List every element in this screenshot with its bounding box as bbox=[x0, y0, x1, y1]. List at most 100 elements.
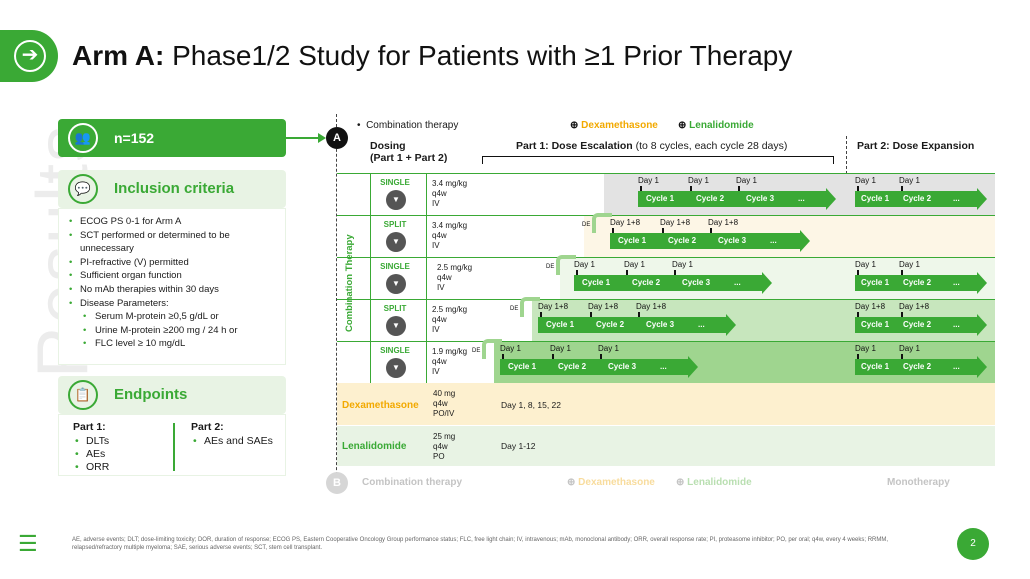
day-label: Day 1 bbox=[688, 176, 709, 185]
inclusion-title: Inclusion criteria bbox=[114, 180, 235, 197]
day-label: Day 1+8 bbox=[660, 218, 691, 227]
next-arrow-tab[interactable]: ➔ bbox=[0, 30, 58, 82]
presentation-icon: 📋 bbox=[68, 380, 98, 410]
day-label: Day 1 bbox=[855, 260, 876, 269]
dosing-header: Dosing (Part 1 + Part 2) bbox=[370, 140, 448, 164]
treatment-bar: Cycle 1 Cycle 2 Cycle 3... bbox=[638, 188, 836, 210]
endpoints-title: Endpoints bbox=[114, 386, 188, 403]
dose-mode-icon: ▼ bbox=[386, 190, 406, 210]
cycle-label: Cycle 3 bbox=[718, 236, 747, 245]
cycle-label: Cycle 3 bbox=[682, 278, 711, 287]
page-number: 2 bbox=[957, 528, 989, 560]
inclusion-item: Sufficient organ function bbox=[67, 269, 277, 283]
part1-bracket bbox=[482, 156, 834, 164]
day-tick bbox=[901, 186, 903, 191]
de-label: DE bbox=[546, 264, 555, 270]
day-tick bbox=[710, 228, 712, 233]
dashed-axis bbox=[336, 114, 337, 490]
dose-mode-icon: ▼ bbox=[386, 232, 406, 252]
armb-mono: Monotherapy bbox=[887, 477, 950, 488]
day-tick bbox=[502, 354, 504, 359]
menu-icon[interactable]: ☰ bbox=[18, 531, 38, 556]
day-label: Day 1+8 bbox=[636, 302, 667, 311]
dose-text: 3.4 mg/kg q4w IV bbox=[432, 179, 467, 209]
cycle-label: Cycle 2 bbox=[558, 362, 587, 371]
dose-mode: SPLIT bbox=[383, 304, 407, 313]
escalation-step bbox=[520, 297, 540, 317]
expansion-bar: Cycle 1 Cycle 2... bbox=[855, 314, 987, 336]
dose-dose: 2.5 mg/kg bbox=[432, 305, 468, 314]
cycle-label: ... bbox=[798, 194, 805, 203]
cycle-label: Cycle 2 bbox=[903, 278, 932, 287]
dose-freq: q4w bbox=[432, 357, 447, 366]
inclusion-subitem: Serum M-protein ≥0,5 g/dL or bbox=[67, 310, 277, 324]
dose-freq: q4w bbox=[432, 231, 447, 240]
dose-mode: SINGLE bbox=[380, 262, 410, 271]
inclusion-header: 💬 Inclusion criteria bbox=[58, 170, 286, 208]
day-tick bbox=[638, 312, 640, 317]
escalation-step bbox=[482, 339, 502, 359]
inclusion-item: SCT performed or determined to be unnece… bbox=[67, 229, 277, 256]
escalation-step bbox=[592, 213, 612, 233]
dose-text: 2.5 mg/kg q4w IV bbox=[432, 305, 467, 335]
row-divider bbox=[337, 215, 995, 216]
day-label: Day 1 bbox=[899, 260, 920, 269]
cycle-label: Cycle 2 bbox=[668, 236, 697, 245]
dose-mode: SPLIT bbox=[383, 220, 407, 229]
dose-text: 3.4 mg/kg q4w IV bbox=[432, 221, 467, 251]
marker-a: A bbox=[326, 127, 348, 149]
dose-freq: q4w bbox=[437, 273, 452, 282]
dose-text: 2.5 mg/kg q4w IV bbox=[437, 263, 472, 293]
day-tick bbox=[901, 270, 903, 275]
de-label: DE bbox=[472, 348, 481, 354]
dose-freq: q4w bbox=[432, 315, 447, 324]
cycle-label: ... bbox=[734, 278, 741, 287]
endpoints-part1-list: DLTsAEsORR bbox=[73, 435, 109, 474]
day-tick bbox=[662, 228, 664, 233]
treatment-bar: Cycle 1 Cycle 2 Cycle 3... bbox=[574, 272, 772, 294]
day-tick bbox=[612, 228, 614, 233]
dose-mode: SINGLE bbox=[380, 346, 410, 355]
lena-legend: ⊕ Lenalidomide bbox=[678, 120, 754, 131]
day-label: Day 1 bbox=[638, 176, 659, 185]
dexa-row bbox=[337, 383, 995, 425]
cycle-label: ... bbox=[770, 236, 777, 245]
endpoints-divider bbox=[173, 423, 175, 471]
patient-count: n=152 bbox=[114, 130, 155, 146]
day-tick bbox=[857, 312, 859, 317]
dose-divider bbox=[426, 173, 427, 383]
day-tick bbox=[590, 312, 592, 317]
endpoint-item: AEs and SAEs bbox=[191, 435, 273, 448]
cycle-label: ... bbox=[953, 194, 960, 203]
inclusion-subitem: Urine M-protein ≥200 mg / 24 h or bbox=[67, 324, 277, 338]
armb-combination: Combination therapy bbox=[362, 477, 463, 488]
dose-mode-icon: ▼ bbox=[386, 316, 406, 336]
cycle-label: Cycle 1 bbox=[582, 278, 611, 287]
day-tick bbox=[690, 186, 692, 191]
dexa-dose: 40 mg q4w PO/IV bbox=[433, 389, 456, 418]
dose-route: IV bbox=[437, 283, 445, 292]
inclusion-item: No mAb therapies within 30 days bbox=[67, 283, 277, 297]
day-tick bbox=[640, 186, 642, 191]
day-label: Day 1 bbox=[672, 260, 693, 269]
cycle-label: ... bbox=[698, 320, 705, 329]
dose-dose: 3.4 mg/kg bbox=[432, 179, 468, 188]
de-label: DE bbox=[582, 222, 591, 228]
dose-dose: 3.4 mg/kg bbox=[432, 221, 468, 230]
people-icon: 👥 bbox=[68, 123, 98, 153]
day-tick bbox=[674, 270, 676, 275]
part2-header: Part 2: Dose Expansion bbox=[857, 140, 975, 152]
endpoints-header: 📋 Endpoints bbox=[58, 376, 286, 414]
cycle-label: Cycle 2 bbox=[903, 194, 932, 203]
cycle-label: Cycle 3 bbox=[646, 320, 675, 329]
day-label: Day 1 bbox=[574, 260, 595, 269]
inclusion-body: ECOG PS 0-1 for Arm ASCT performed or de… bbox=[58, 208, 286, 365]
arrow-right-icon: ➔ bbox=[14, 40, 46, 72]
dose-route: IV bbox=[432, 325, 440, 334]
dose-dose: 2.5 mg/kg bbox=[437, 263, 473, 272]
inclusion-list: ECOG PS 0-1 for Arm ASCT performed or de… bbox=[67, 215, 277, 351]
escalation-step bbox=[556, 255, 576, 275]
expansion-bar: Cycle 1 Cycle 2... bbox=[855, 272, 987, 294]
cycle-label: Cycle 2 bbox=[903, 362, 932, 371]
day-tick bbox=[738, 186, 740, 191]
